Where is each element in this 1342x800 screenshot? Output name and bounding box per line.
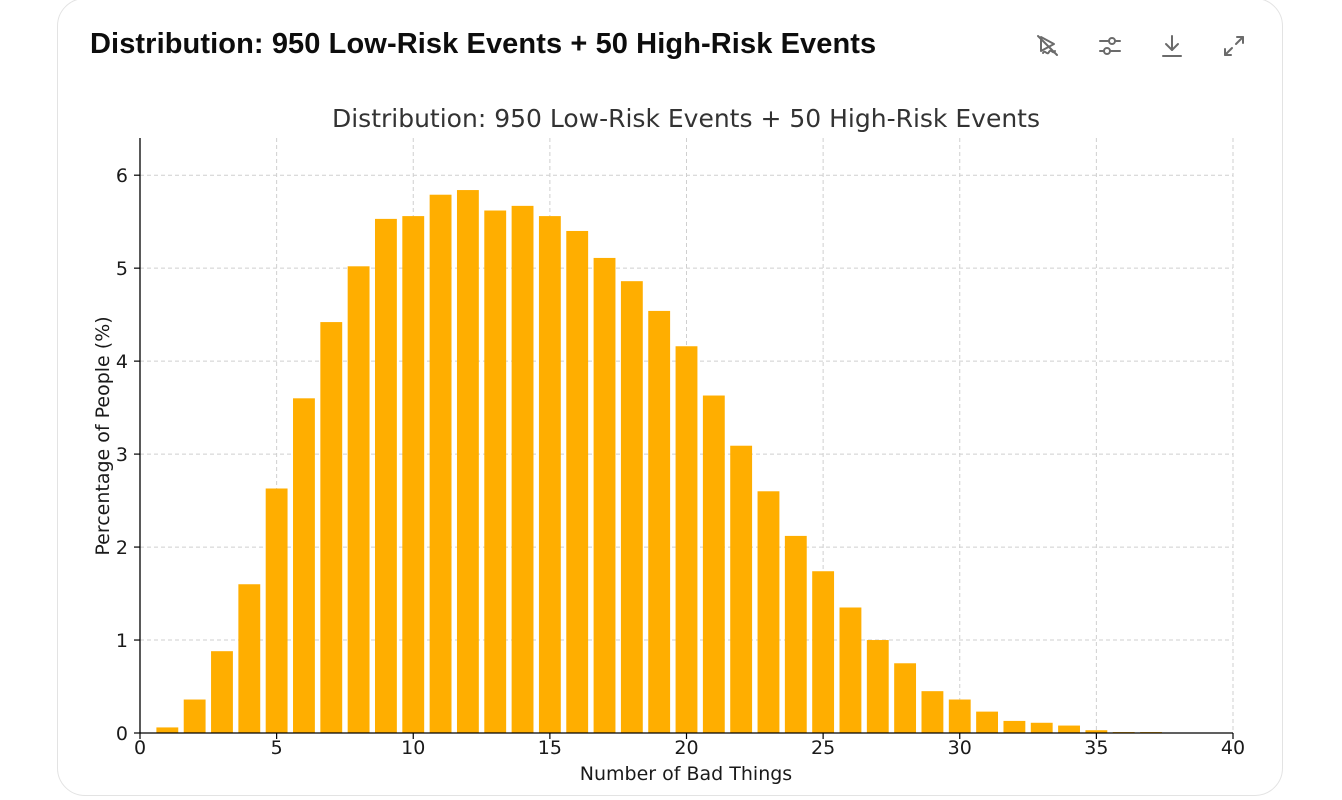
bar <box>429 194 452 733</box>
y-axis-label: Percentage of People (%) <box>92 316 114 555</box>
x-tick-label: 35 <box>1084 737 1108 759</box>
bar <box>374 218 397 733</box>
bar <box>1085 730 1108 733</box>
bar <box>1030 722 1053 733</box>
x-tick-label: 25 <box>811 737 835 759</box>
bar <box>320 322 343 733</box>
bar <box>976 711 999 733</box>
x-tick-label: 20 <box>674 737 698 759</box>
y-tick-label: 5 <box>116 258 128 280</box>
download-button[interactable] <box>1154 30 1190 66</box>
y-tick-label: 1 <box>116 630 128 652</box>
y-tick-label: 0 <box>116 723 128 745</box>
bar <box>730 445 753 733</box>
bar <box>511 205 534 733</box>
tick-labels: 0 5 10 15 20 25 30 35 40 0 1 2 3 4 5 6 <box>116 165 1245 759</box>
bar <box>757 491 780 733</box>
bar <box>921 691 944 733</box>
y-tick-label: 6 <box>116 165 128 187</box>
bar <box>211 651 233 733</box>
x-axis-label: Number of Bad Things <box>580 763 792 785</box>
bar <box>265 488 288 733</box>
bar <box>702 395 725 733</box>
bar <box>620 281 643 733</box>
bar <box>1058 725 1080 733</box>
bar <box>347 266 370 733</box>
expand-icon <box>1220 32 1248 65</box>
y-tick-label: 4 <box>116 351 128 373</box>
page-title: Distribution: 950 Low-Risk Events + 50 H… <box>90 28 877 60</box>
bar <box>402 216 425 733</box>
y-tick-label: 3 <box>116 444 128 466</box>
bar <box>1003 720 1026 733</box>
x-tick-label: 30 <box>948 737 972 759</box>
bar <box>484 210 507 733</box>
bar <box>183 699 206 733</box>
x-tick-label: 5 <box>271 737 283 759</box>
x-tick-label: 40 <box>1221 737 1245 759</box>
bar <box>538 216 561 733</box>
bar <box>593 257 616 733</box>
bar <box>648 310 671 733</box>
y-tick-label: 2 <box>116 537 128 559</box>
bar <box>238 584 261 733</box>
x-tick-label: 10 <box>401 737 425 759</box>
bar <box>866 640 889 733</box>
toggle-interactive-button[interactable] <box>1030 30 1066 66</box>
download-icon <box>1158 32 1186 65</box>
x-tick-label: 0 <box>134 737 146 759</box>
chart-title: Distribution: 950 Low-Risk Events + 50 H… <box>332 104 1040 133</box>
bar <box>566 230 589 733</box>
bar <box>839 607 862 733</box>
settings-sliders-icon <box>1096 32 1124 65</box>
bar <box>456 190 479 733</box>
bar <box>784 535 807 733</box>
bar <box>156 727 179 733</box>
expand-button[interactable] <box>1216 30 1252 66</box>
chart-settings-button[interactable] <box>1092 30 1128 66</box>
x-tick-label: 15 <box>538 737 562 759</box>
bar <box>894 663 917 733</box>
interactive-off-icon <box>1034 32 1062 65</box>
bar <box>948 699 971 733</box>
bar <box>675 346 698 733</box>
bar-series <box>156 190 1162 733</box>
chart-toolbar <box>1020 30 1260 66</box>
bar <box>812 571 835 733</box>
bar <box>293 398 315 733</box>
